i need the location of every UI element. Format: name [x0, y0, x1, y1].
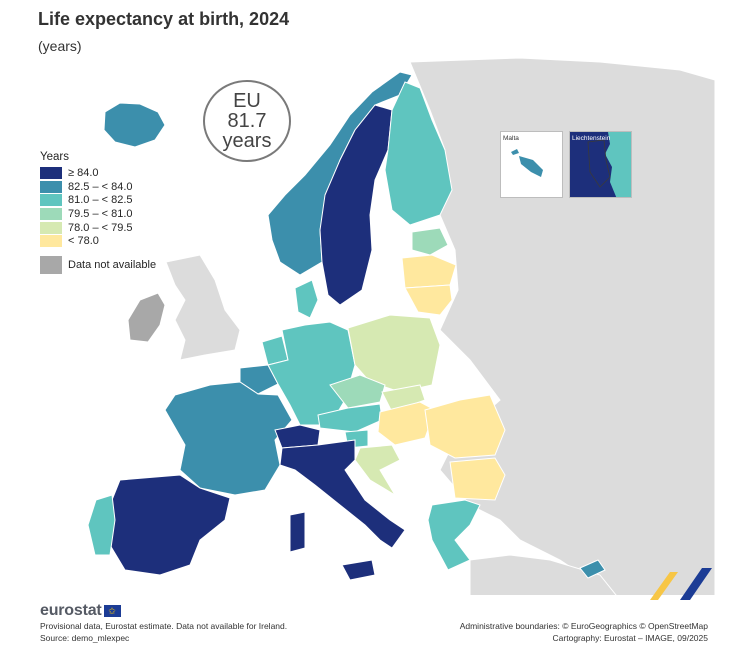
- legend-label: 78.0 – < 79.5: [68, 221, 133, 234]
- country-sardinia: [289, 511, 306, 553]
- country-finland: [384, 81, 453, 226]
- country-cyprus: [579, 559, 606, 579]
- country-latvia: [401, 254, 457, 289]
- legend-row: 79.5 – < 81.0: [40, 207, 190, 221]
- malta-shape: [511, 149, 543, 177]
- country-estonia: [411, 227, 449, 256]
- legend-swatch: [40, 221, 62, 234]
- country-sicily: [341, 559, 376, 581]
- legend-label: ≥ 84.0: [68, 166, 99, 179]
- footnote-provisional: Provisional data, Eurostat estimate. Dat…: [40, 621, 288, 631]
- inset-malta-label: Malta: [503, 135, 519, 142]
- legend-na-label: Data not available: [68, 259, 157, 272]
- map-subtitle: (years): [38, 38, 82, 54]
- country-ireland: [127, 292, 166, 343]
- legend-na-row: Data not available: [40, 256, 190, 275]
- legend: Years ≥ 84.0 82.5 – < 84.0 81.0 – < 82.5…: [40, 151, 190, 275]
- map-title: Life expectancy at birth, 2024: [38, 9, 290, 29]
- eu-flag-icon: ✩: [103, 605, 121, 617]
- credit-boundaries: Administrative boundaries: © EuroGeograp…: [459, 621, 708, 631]
- country-switzerland: [274, 424, 321, 449]
- eu-badge-value: 81.7: [227, 110, 267, 132]
- legend-label: 82.5 – < 84.0: [68, 180, 133, 193]
- legend-na-swatch: [40, 256, 62, 275]
- europe-map: [87, 57, 716, 595]
- footnote-source: Source: demo_mlexpec: [40, 633, 130, 643]
- country-portugal: [87, 494, 116, 556]
- credit-cartography: Cartography: Eurostat – IMAGE, 09/2025: [552, 633, 708, 643]
- inset-malta: Malta: [500, 131, 563, 198]
- country-belgium: [239, 364, 279, 395]
- legend-row: 78.0 – < 79.5: [40, 221, 190, 235]
- country-slovakia: [381, 384, 426, 413]
- legend-row: < 78.0: [40, 234, 190, 248]
- legend-swatch: [40, 235, 62, 248]
- legend-swatch: [40, 180, 62, 193]
- legend-swatch: [40, 166, 62, 179]
- legend-swatch: [40, 194, 62, 207]
- country-bulgaria: [449, 457, 506, 501]
- legend-swatch: [40, 207, 62, 220]
- eu-badge-unit: years: [222, 130, 272, 152]
- legend-row: 82.5 – < 84.0: [40, 180, 190, 194]
- inset-liechtenstein-label: Liechtenstein: [572, 135, 611, 142]
- eurostat-logo: eurostat ✩: [40, 602, 121, 620]
- legend-label: 81.0 – < 82.5: [68, 194, 133, 207]
- eu-badge-label: EU: [233, 90, 261, 112]
- legend-label: 79.5 – < 81.0: [68, 207, 133, 220]
- image-logo-icon: [650, 568, 712, 600]
- country-romania: [424, 394, 506, 459]
- country-croatia: [354, 444, 401, 496]
- eurostat-logo-text: eurostat: [40, 602, 102, 619]
- legend-row: ≥ 84.0: [40, 166, 190, 180]
- country-denmark: [294, 279, 319, 319]
- eu-average-badge: EU 81.7 years: [203, 80, 291, 162]
- country-greece: [427, 499, 481, 571]
- country-italy: [279, 439, 406, 549]
- country-poland: [347, 314, 441, 393]
- inset-liechtenstein: Liechtenstein: [569, 131, 632, 198]
- legend-row: 81.0 – < 82.5: [40, 193, 190, 207]
- legend-label: < 78.0: [68, 235, 99, 248]
- country-lithuania: [404, 284, 453, 316]
- country-iceland: [103, 102, 166, 148]
- liechtenstein-shape: [570, 132, 631, 197]
- legend-title: Years: [40, 151, 69, 163]
- country-hungary: [377, 401, 436, 446]
- country-sweden: [319, 104, 393, 306]
